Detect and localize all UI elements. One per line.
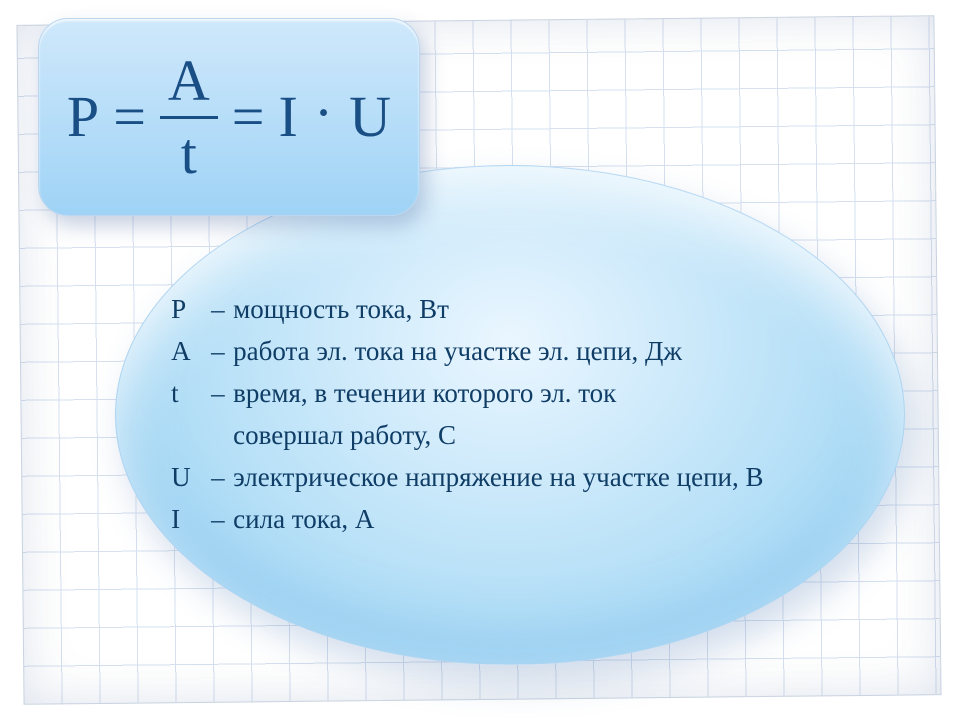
definition-dash: – [211, 331, 233, 373]
definition-row: U – электрическое напряжение на участке … [171, 457, 849, 499]
definition-symbol: A [171, 331, 211, 373]
definition-row: A – работа эл. тока на участке эл. цепи,… [171, 331, 849, 373]
definition-dash: – [211, 373, 233, 415]
definitions-ellipse: P – мощность тока, Вт A – работа эл. ток… [115, 165, 905, 665]
formula-fraction-denominator: t [173, 123, 205, 185]
definition-dash: – [211, 499, 233, 541]
definition-dash: – [211, 289, 233, 331]
formula-part-P: P [67, 88, 99, 146]
formula-fraction-bar [160, 116, 218, 119]
definition-text: электрическое напряжение на участке цепи… [233, 457, 849, 499]
definition-text: мощность тока, Вт [233, 289, 849, 331]
definition-symbol: U [171, 457, 211, 499]
power-formula: P = A t = I·U [67, 50, 391, 185]
formula-part-U: U [349, 88, 391, 146]
definition-dash: – [211, 457, 233, 499]
definition-text: сила тока, А [233, 499, 849, 541]
definition-symbol: t [171, 373, 211, 415]
definition-row: t – время, в течении которого эл. ток [171, 373, 849, 415]
formula-card: P = A t = I·U [38, 18, 420, 216]
definition-row: совершал работу, С [171, 415, 849, 457]
formula-fraction: A t [160, 50, 218, 185]
formula-part-dot: · [312, 84, 335, 142]
definition-symbol: I [171, 499, 211, 541]
formula-part-I: I [279, 88, 298, 146]
definition-symbol: P [171, 289, 211, 331]
definition-row: I – сила тока, А [171, 499, 849, 541]
definition-text-continuation: совершал работу, С [171, 415, 849, 457]
formula-part-eq: = [232, 88, 265, 146]
definitions-list: P – мощность тока, Вт A – работа эл. ток… [171, 289, 849, 540]
formula-fraction-numerator: A [160, 50, 218, 112]
definition-text: время, в течении которого эл. ток [233, 373, 849, 415]
definition-row: P – мощность тока, Вт [171, 289, 849, 331]
formula-part-eq: = [113, 88, 146, 146]
definition-text: работа эл. тока на участке эл. цепи, Дж [233, 331, 849, 373]
